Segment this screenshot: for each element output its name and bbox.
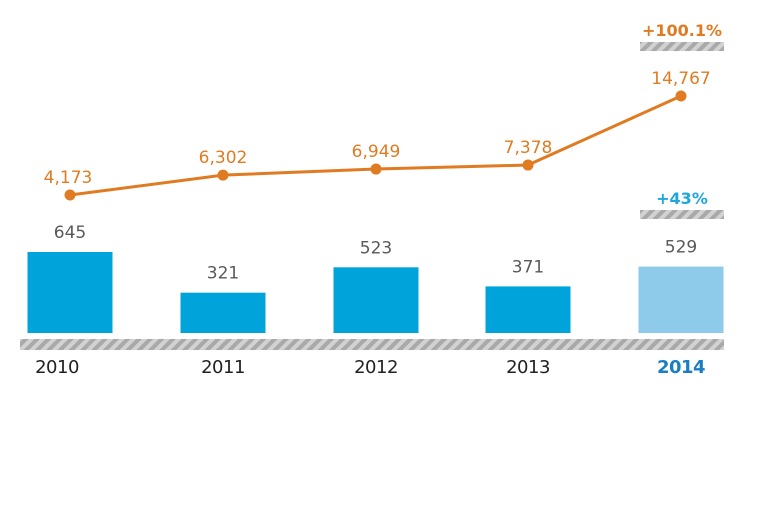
bar-2014: [638, 266, 724, 333]
line-value-label-2010: 4,173: [44, 168, 93, 188]
bar-growth-label: +43%: [656, 189, 708, 208]
bar-growth-underline: [640, 210, 724, 219]
line-growth-underline: [640, 42, 724, 51]
bar-value-label-2014: 529: [665, 238, 697, 258]
line-point-2010: [64, 189, 76, 201]
bar-2011: [180, 292, 266, 333]
bar-value-label-2013: 371: [512, 257, 544, 277]
bar-2012: [333, 267, 419, 333]
bar-value-label-2010: 645: [54, 223, 86, 243]
bar-value-label-2011: 321: [207, 264, 239, 284]
line-value-label-2012: 6,949: [352, 142, 401, 162]
x-tick-label-2010: 2010: [35, 357, 79, 378]
x-tick-label-2012: 2012: [354, 357, 398, 378]
line-point-2013: [522, 159, 534, 171]
line-value-label-2013: 7,378: [504, 138, 553, 158]
bar-2010: [27, 252, 113, 333]
bar-2013: [485, 286, 571, 333]
line-point-2011: [217, 169, 229, 181]
line-point-2014: [675, 90, 687, 102]
line-value-label-2014: 14,767: [651, 69, 710, 89]
line-value-label-2011: 6,302: [199, 148, 248, 168]
line-growth-label: +100.1%: [642, 21, 722, 40]
x-axis-band: [20, 339, 724, 350]
x-tick-label-2011: 2011: [201, 357, 245, 378]
x-tick-label-2013: 2013: [506, 357, 550, 378]
bar-value-label-2012: 523: [360, 238, 392, 258]
x-tick-label-2014: 2014: [657, 357, 705, 378]
line-point-2012: [370, 163, 382, 175]
